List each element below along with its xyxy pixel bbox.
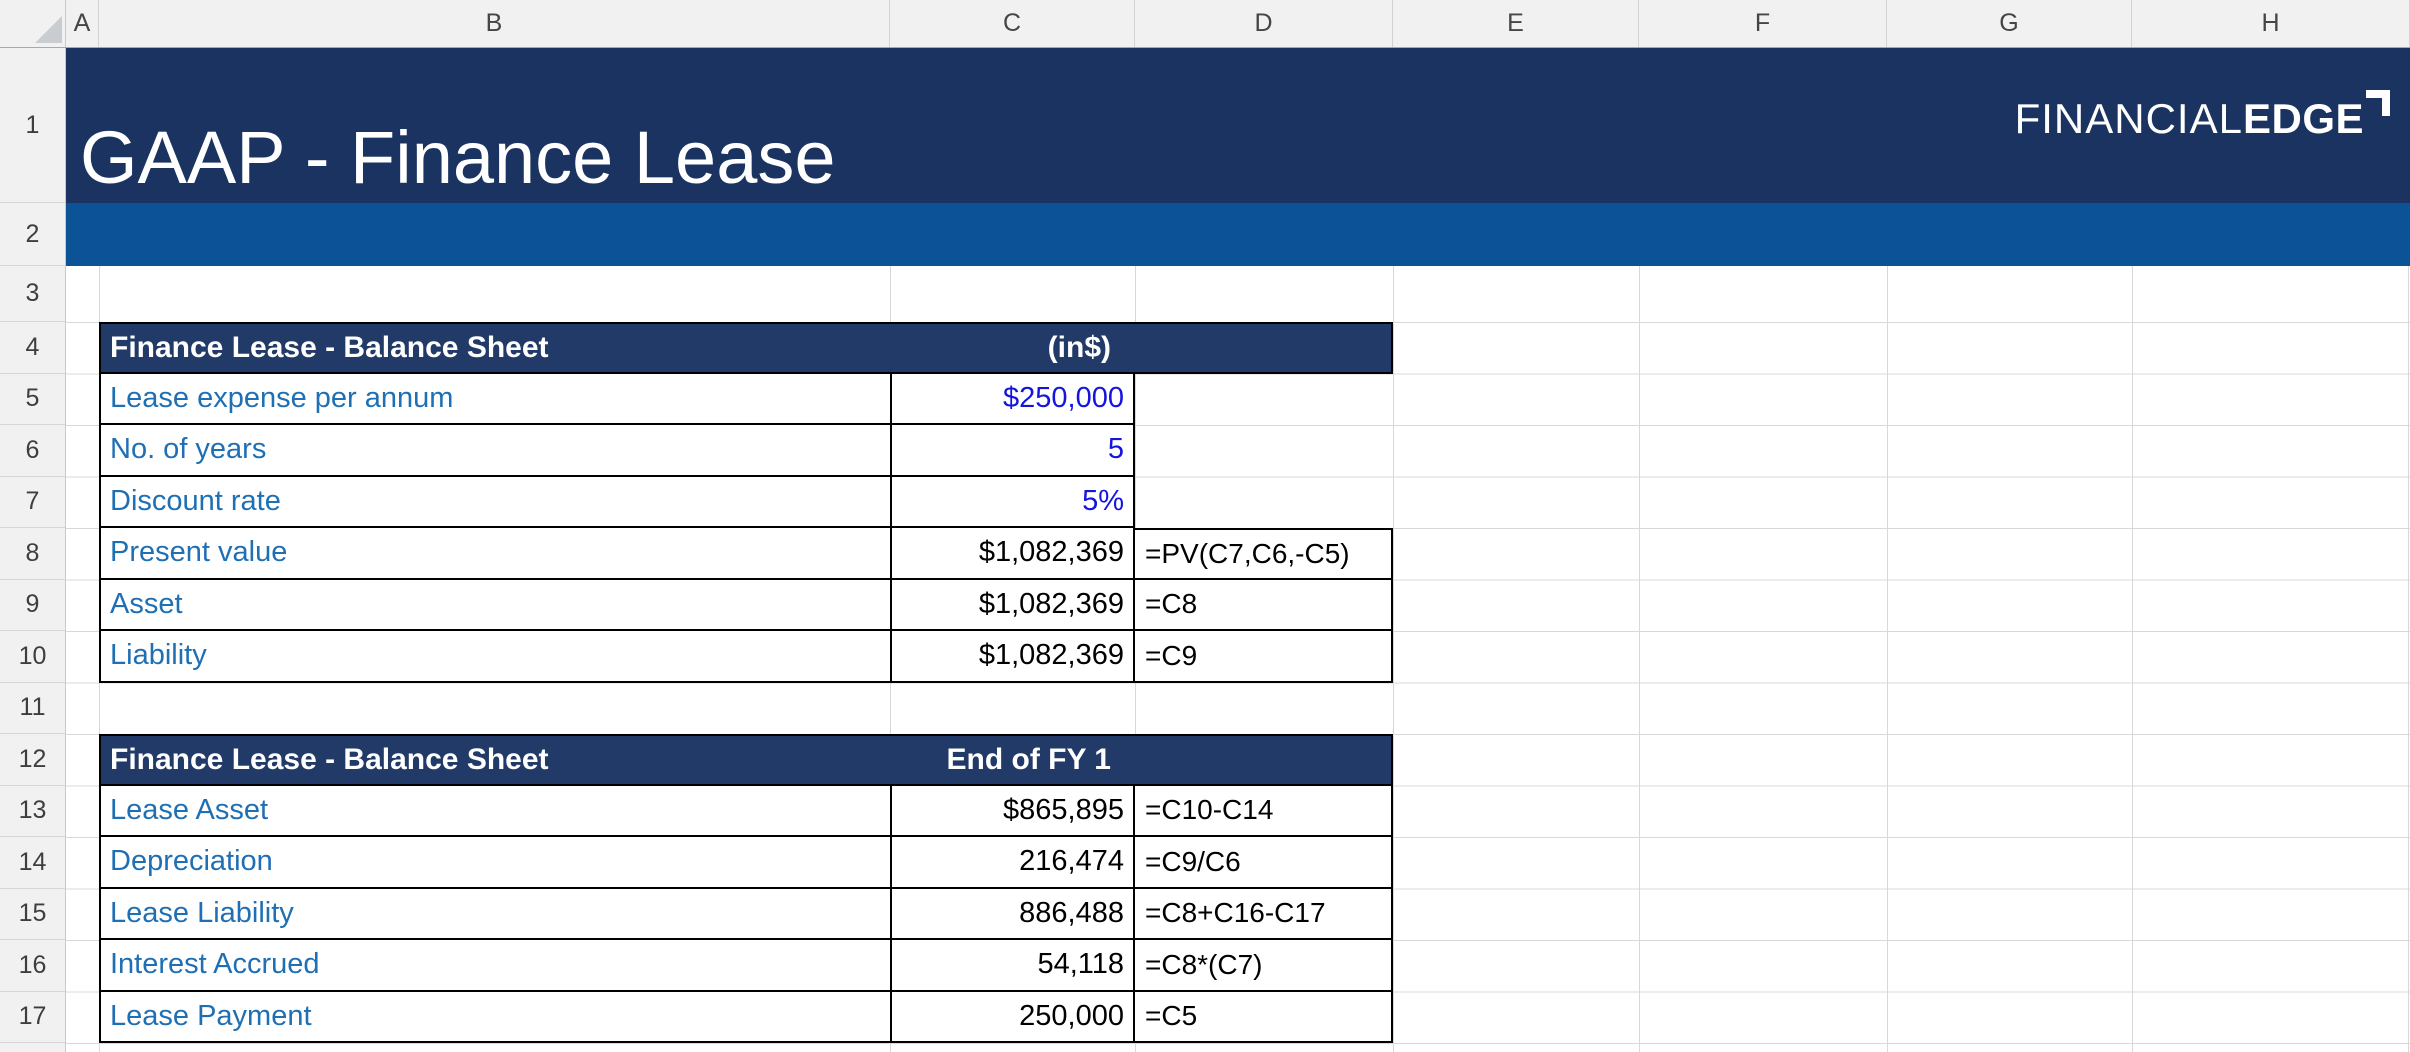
row-header-10[interactable]: 10 [0, 631, 65, 683]
row-header-7[interactable]: 7 [0, 477, 65, 528]
row-label[interactable]: Discount rate [99, 476, 890, 528]
title-banner-cell[interactable]: GAAP - Finance Lease FINANCIAL EDGE [66, 48, 2410, 203]
row-header-2[interactable]: 2 [0, 203, 65, 266]
row-header-9[interactable]: 9 [0, 580, 65, 631]
logo-corner-bracket-icon [2366, 90, 2390, 116]
column-header-f[interactable]: F [1639, 0, 1887, 47]
row-header-1[interactable]: 1 [0, 48, 65, 203]
column-header-d[interactable]: D [1135, 0, 1393, 47]
row-header-8[interactable]: 8 [0, 528, 65, 580]
vertical-gridline [2132, 266, 2133, 1052]
table2-header-unit[interactable]: End of FY 1 [890, 734, 1135, 786]
column-header-e[interactable]: E [1393, 0, 1639, 47]
row-header-12[interactable]: 12 [0, 734, 65, 786]
row-header-11[interactable]: 11 [0, 683, 65, 734]
row-header-17[interactable]: 17 [0, 992, 65, 1043]
formula-annotation[interactable]: =PV(C7,C6,-C5) [1135, 528, 1393, 580]
vertical-gridline [1393, 266, 1394, 1052]
formula-annotation[interactable]: =C8*(C7) [1135, 940, 1393, 992]
table1-header-title[interactable]: Finance Lease - Balance Sheet [99, 322, 890, 374]
formula-annotation[interactable] [1135, 477, 1393, 529]
cell-value[interactable]: 216,474 [890, 837, 1135, 889]
cell-value[interactable]: 5% [890, 476, 1135, 528]
row-label[interactable]: Interest Accrued [99, 940, 890, 992]
row-label[interactable]: Liability [99, 631, 890, 683]
cell-value[interactable]: 886,488 [890, 888, 1135, 940]
column-header-a[interactable]: A [66, 0, 99, 47]
formula-annotation[interactable] [1135, 425, 1393, 477]
row-header-13[interactable]: 13 [0, 786, 65, 837]
cell-value[interactable]: 250,000 [890, 991, 1135, 1043]
row-label[interactable]: Lease Payment [99, 991, 890, 1043]
table1-header-unit[interactable]: (in$) [890, 322, 1135, 374]
row-label[interactable]: Lease Liability [99, 888, 890, 940]
column-header-g[interactable]: G [1887, 0, 2132, 47]
formula-annotation[interactable]: =C9 [1135, 631, 1393, 683]
column-header-c[interactable]: C [890, 0, 1135, 47]
cell-value[interactable]: $250,000 [890, 373, 1135, 425]
vertical-gridline [2408, 266, 2409, 1052]
formula-annotation[interactable] [1135, 374, 1393, 426]
formula-annotation[interactable]: =C5 [1135, 991, 1393, 1043]
cell-value[interactable]: $865,895 [890, 785, 1135, 837]
row-label[interactable]: No. of years [99, 425, 890, 477]
page-title: GAAP - Finance Lease [80, 116, 836, 199]
formula-annotation[interactable]: =C8 [1135, 579, 1393, 631]
select-all-corner[interactable] [0, 0, 66, 47]
column-header-b[interactable]: B [99, 0, 890, 47]
select-all-triangle-icon [35, 16, 62, 43]
cell-value[interactable]: $1,082,369 [890, 579, 1135, 631]
formula-annotation[interactable]: =C8+C16-C17 [1135, 888, 1393, 940]
row-label[interactable]: Present value [99, 528, 890, 580]
cell-value[interactable]: $1,082,369 [890, 631, 1135, 683]
logo-text-thin: FINANCIAL [2014, 95, 2243, 142]
cell-value[interactable]: 5 [890, 425, 1135, 477]
row-header-14[interactable]: 14 [0, 837, 65, 889]
cell-value[interactable]: 54,118 [890, 940, 1135, 992]
row-header-5[interactable]: 5 [0, 374, 65, 425]
column-header-row: A B C D E F G H [0, 0, 2410, 48]
row-header-3[interactable]: 3 [0, 266, 65, 322]
row-header-16[interactable]: 16 [0, 940, 65, 992]
row-label[interactable]: Lease expense per annum [99, 373, 890, 425]
finance-lease-input-table: Finance Lease - Balance Sheet (in$) Leas… [99, 322, 1393, 683]
row-header-6[interactable]: 6 [0, 425, 65, 477]
logo-text-bold: EDGE [2242, 95, 2364, 142]
table2-header-title[interactable]: Finance Lease - Balance Sheet [99, 734, 890, 786]
cell-value[interactable]: $1,082,369 [890, 528, 1135, 580]
table2-header-pad[interactable] [1135, 734, 1393, 786]
row-header-15[interactable]: 15 [0, 889, 65, 940]
row-label[interactable]: Depreciation [99, 837, 890, 889]
vertical-gridline [1639, 266, 1640, 1052]
table1-header-pad[interactable] [1135, 322, 1393, 374]
financial-edge-logo: FINANCIAL EDGE [2014, 90, 2390, 142]
row-label[interactable]: Lease Asset [99, 785, 890, 837]
finance-lease-fy1-table: Finance Lease - Balance Sheet End of FY … [99, 734, 1393, 1043]
formula-annotation[interactable]: =C10-C14 [1135, 785, 1393, 837]
row-header-4[interactable]: 4 [0, 322, 65, 374]
formula-annotation[interactable]: =C9/C6 [1135, 837, 1393, 889]
column-header-h[interactable]: H [2132, 0, 2410, 47]
row-label[interactable]: Asset [99, 579, 890, 631]
row-header-gutter: 1 2 3 4 5 6 7 8 9 10 11 12 13 14 15 16 1… [0, 48, 66, 1052]
vertical-gridline [1887, 266, 1888, 1052]
accent-band-row2[interactable] [66, 203, 2410, 266]
